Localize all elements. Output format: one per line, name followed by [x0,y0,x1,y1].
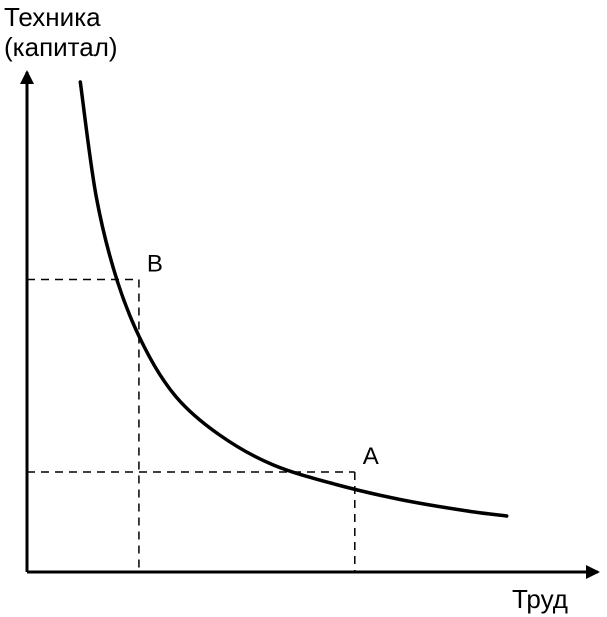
y-axis-label-line-1: Техника [4,2,101,32]
isoquant-curve [78,80,509,518]
y-axis-label-line-2: (капитал) [4,32,118,62]
x-axis-label: Труд [512,584,568,614]
point-b-label: B [147,251,163,278]
guide-lines [27,278,356,572]
point-labels: BA [147,251,379,471]
y-axis-label: Техника (капитал) [4,2,118,62]
point-a-label: A [363,443,379,470]
